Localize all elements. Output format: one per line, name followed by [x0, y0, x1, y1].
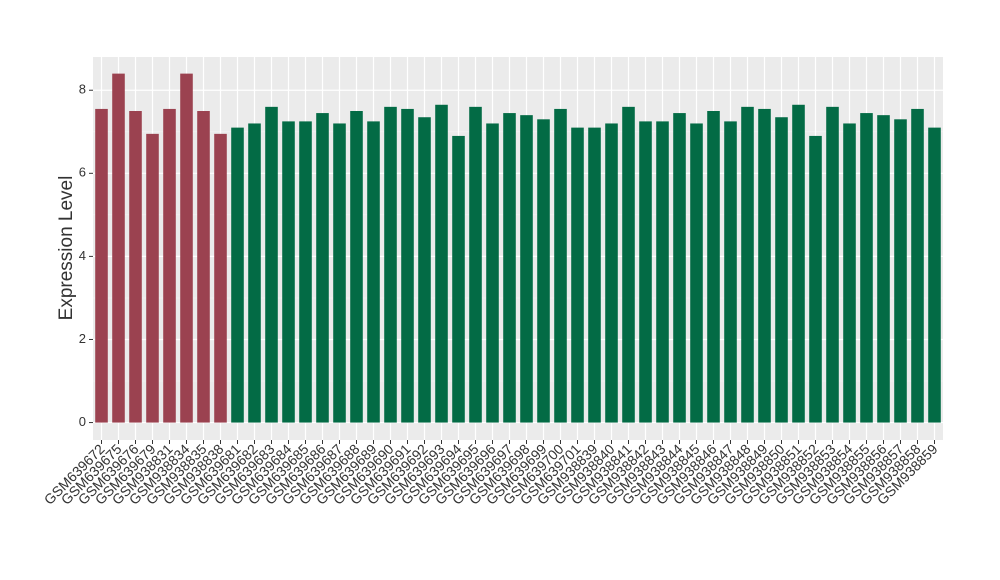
bar	[622, 106, 635, 423]
bar	[656, 121, 669, 423]
bar	[486, 123, 499, 423]
bar	[350, 111, 363, 423]
bar	[911, 108, 924, 423]
bar	[231, 127, 244, 423]
bar	[537, 119, 550, 423]
bar	[299, 121, 312, 423]
bar	[95, 108, 108, 423]
y-tick-label: 4	[79, 248, 86, 263]
bar	[435, 104, 448, 423]
bar	[367, 121, 380, 423]
bar	[690, 123, 703, 423]
bar	[452, 135, 465, 423]
bar	[384, 106, 397, 423]
bar	[826, 106, 839, 423]
bar	[265, 106, 278, 423]
bar	[401, 108, 414, 423]
bar	[928, 127, 941, 423]
bar	[758, 108, 771, 423]
y-tick-label: 2	[79, 331, 86, 346]
bar	[809, 135, 822, 423]
bar	[673, 113, 686, 423]
bar	[469, 106, 482, 423]
bar	[248, 123, 261, 423]
bar	[877, 115, 890, 423]
bar	[792, 104, 805, 423]
bar	[571, 127, 584, 423]
bar	[775, 117, 788, 423]
bar	[588, 127, 601, 423]
bar	[112, 73, 125, 423]
bar	[333, 123, 346, 423]
bar	[639, 121, 652, 423]
bar	[316, 113, 329, 423]
bar	[282, 121, 295, 423]
y-tick-label: 0	[79, 414, 86, 429]
bar	[214, 133, 227, 423]
bar	[503, 113, 516, 423]
bar	[163, 108, 176, 423]
bar	[180, 73, 193, 423]
bar	[418, 117, 431, 423]
bar	[520, 115, 533, 423]
bar	[860, 113, 873, 423]
bar	[605, 123, 618, 423]
bar	[129, 111, 142, 423]
bar	[197, 111, 210, 423]
bar	[724, 121, 737, 423]
bar	[843, 123, 856, 423]
y-tick-label: 8	[79, 82, 86, 97]
bar	[554, 108, 567, 423]
bar	[707, 111, 720, 423]
y-tick-label: 6	[79, 165, 86, 180]
y-axis-title: Expression Level	[56, 176, 77, 321]
bar	[741, 106, 754, 423]
bar	[894, 119, 907, 423]
bar	[146, 133, 159, 423]
